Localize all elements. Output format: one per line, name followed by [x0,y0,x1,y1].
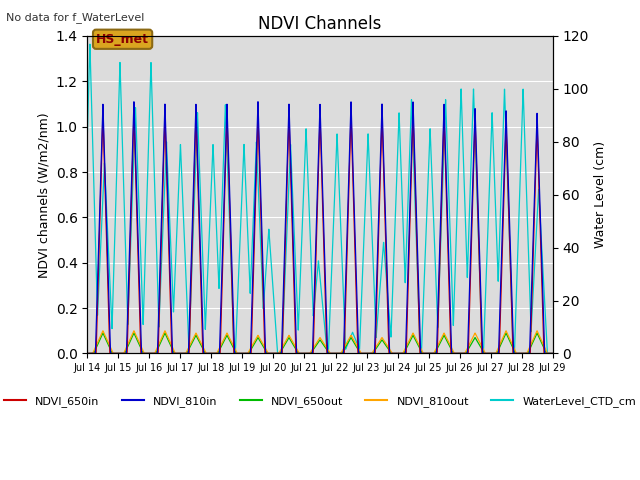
Text: No data for f_WaterLevel: No data for f_WaterLevel [6,12,145,23]
Legend: NDVI_650in, NDVI_810in, NDVI_650out, NDVI_810out, WaterLevel_CTD_cm: NDVI_650in, NDVI_810in, NDVI_650out, NDV… [0,392,640,411]
Text: HS_met: HS_met [96,33,149,46]
Y-axis label: NDVI channels (W/m2/nm): NDVI channels (W/m2/nm) [37,112,50,277]
Title: NDVI Channels: NDVI Channels [259,15,381,33]
Y-axis label: Water Level (cm): Water Level (cm) [594,141,607,248]
